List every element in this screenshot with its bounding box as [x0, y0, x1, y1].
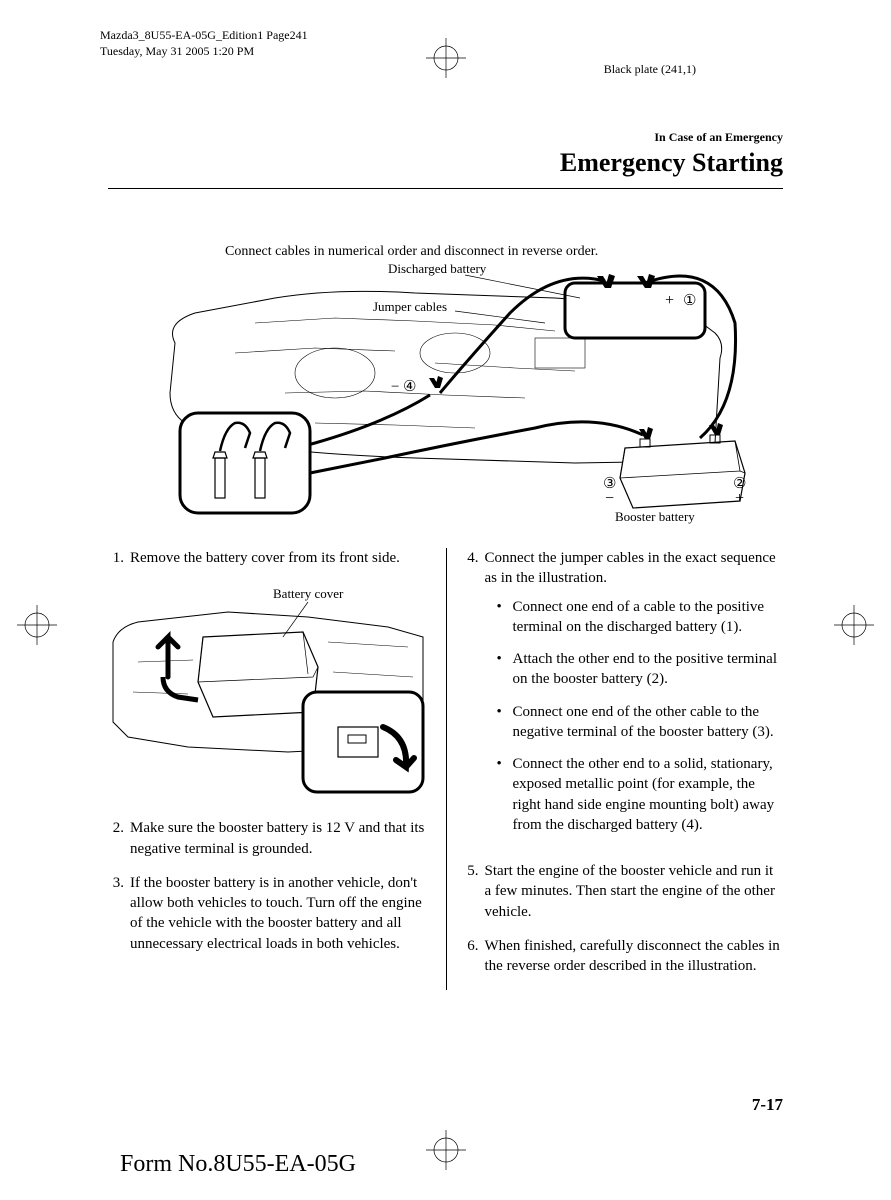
step-1: 1. Remove the battery cover from its fro… — [108, 548, 430, 568]
bullet-1: •Connect one end of a cable to the posit… — [497, 597, 784, 638]
form-number: Form No.8U55-EA-05G — [120, 1151, 356, 1178]
label-discharged-battery: Discharged battery — [388, 261, 486, 277]
svg-text:+: + — [735, 490, 744, 507]
substep-bullets: •Connect one end of a cable to the posit… — [485, 597, 784, 836]
content-columns: 1. Remove the battery cover from its fro… — [108, 548, 783, 990]
bullet-2: •Attach the other end to the positive te… — [497, 649, 784, 690]
page-number: 7-17 — [752, 1095, 783, 1115]
intro-text: Connect cables in numerical order and di… — [225, 244, 598, 260]
bullet-4: •Connect the other end to a solid, stati… — [497, 754, 784, 835]
doc-id: Mazda3_8U55-EA-05G_Edition1 Page241 — [100, 28, 308, 44]
section-supertitle: In Case of an Emergency — [560, 130, 783, 145]
crop-mark-bottom — [426, 1130, 466, 1170]
engine-bay-diagram: + ① ④ − ③ − ② + — [135, 263, 755, 523]
black-plate-label: Black plate (241,1) — [604, 62, 696, 77]
svg-text:−: − — [391, 379, 399, 395]
doc-meta: Mazda3_8U55-EA-05G_Edition1 Page241 Tues… — [100, 28, 308, 59]
right-column: 4. Connect the jumper cables in the exac… — [446, 548, 784, 990]
label-jumper-cables: Jumper cables — [373, 299, 447, 315]
bullet-3: •Connect one end of the other cable to t… — [497, 702, 784, 743]
step-2: 2. Make sure the booster battery is 12 V… — [108, 818, 430, 859]
battery-cover-diagram: Battery cover — [108, 582, 428, 802]
section-header: In Case of an Emergency Emergency Starti… — [560, 130, 783, 178]
step-3: 3. If the booster battery is in another … — [108, 873, 430, 954]
doc-timestamp: Tuesday, May 31 2005 1:20 PM — [100, 44, 308, 60]
svg-text:+: + — [665, 292, 674, 309]
section-title: Emergency Starting — [560, 148, 783, 178]
crop-mark-right — [834, 605, 874, 645]
left-column: 1. Remove the battery cover from its fro… — [108, 548, 446, 990]
crop-mark-left — [17, 605, 57, 645]
svg-text:④: ④ — [403, 379, 416, 395]
title-rule — [108, 188, 783, 189]
step-5: 5. Start the engine of the booster vehic… — [463, 861, 784, 922]
label-booster-battery: Booster battery — [615, 509, 695, 525]
step-4: 4. Connect the jumper cables in the exac… — [463, 548, 784, 847]
crop-mark-top — [426, 38, 466, 78]
svg-text:−: − — [605, 490, 614, 507]
step-6: 6. When finished, carefully disconnect t… — [463, 936, 784, 977]
svg-text:①: ① — [683, 293, 696, 309]
label-battery-cover: Battery cover — [273, 586, 343, 602]
